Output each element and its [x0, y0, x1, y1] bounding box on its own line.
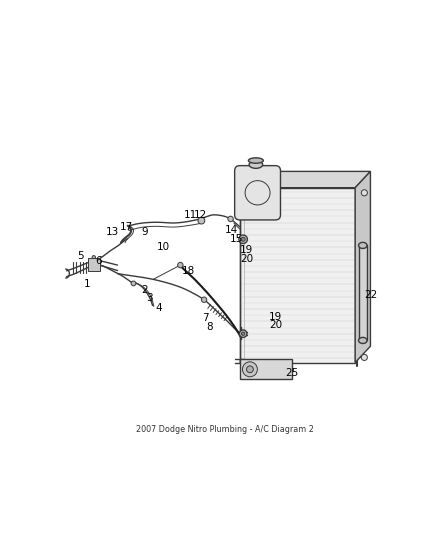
Text: 20: 20 — [269, 320, 282, 330]
Polygon shape — [240, 172, 371, 188]
Text: 17: 17 — [120, 222, 133, 232]
Text: 25: 25 — [286, 368, 299, 378]
Ellipse shape — [249, 161, 263, 168]
Circle shape — [92, 256, 95, 259]
FancyBboxPatch shape — [88, 259, 99, 271]
Text: 20: 20 — [240, 254, 253, 264]
Polygon shape — [359, 245, 367, 341]
Text: 15: 15 — [230, 233, 243, 244]
Text: 10: 10 — [157, 242, 170, 252]
Text: 1: 1 — [84, 279, 90, 289]
Text: 4: 4 — [155, 303, 162, 313]
Polygon shape — [240, 188, 355, 362]
Ellipse shape — [239, 235, 247, 244]
Circle shape — [243, 362, 258, 377]
Text: 11: 11 — [184, 210, 197, 220]
Text: 5: 5 — [77, 251, 84, 261]
Circle shape — [201, 297, 207, 302]
Text: 19: 19 — [269, 312, 282, 322]
Circle shape — [247, 366, 253, 373]
Circle shape — [198, 217, 205, 224]
Text: 3: 3 — [146, 293, 153, 303]
Ellipse shape — [241, 237, 245, 241]
Text: 6: 6 — [95, 256, 102, 265]
Text: 9: 9 — [141, 227, 148, 237]
Ellipse shape — [359, 243, 367, 248]
Text: 2007 Dodge Nitro Plumbing - A/C Diagram 2: 2007 Dodge Nitro Plumbing - A/C Diagram … — [135, 425, 314, 434]
Circle shape — [361, 354, 367, 360]
Text: 19: 19 — [240, 246, 253, 255]
Circle shape — [228, 216, 233, 222]
Polygon shape — [355, 172, 371, 362]
Text: 12: 12 — [194, 210, 207, 220]
FancyBboxPatch shape — [235, 166, 280, 220]
Circle shape — [178, 262, 183, 268]
Text: 13: 13 — [106, 227, 119, 237]
Circle shape — [131, 281, 136, 286]
Text: 22: 22 — [364, 289, 377, 300]
Text: 14: 14 — [225, 225, 238, 235]
Text: 2: 2 — [141, 285, 148, 295]
Text: 8: 8 — [206, 322, 212, 332]
Circle shape — [361, 190, 367, 196]
Ellipse shape — [248, 158, 263, 163]
Ellipse shape — [241, 332, 245, 335]
Text: 7: 7 — [202, 313, 209, 324]
Ellipse shape — [359, 337, 367, 343]
Ellipse shape — [240, 330, 247, 337]
Polygon shape — [240, 359, 293, 379]
Text: 18: 18 — [182, 266, 195, 276]
